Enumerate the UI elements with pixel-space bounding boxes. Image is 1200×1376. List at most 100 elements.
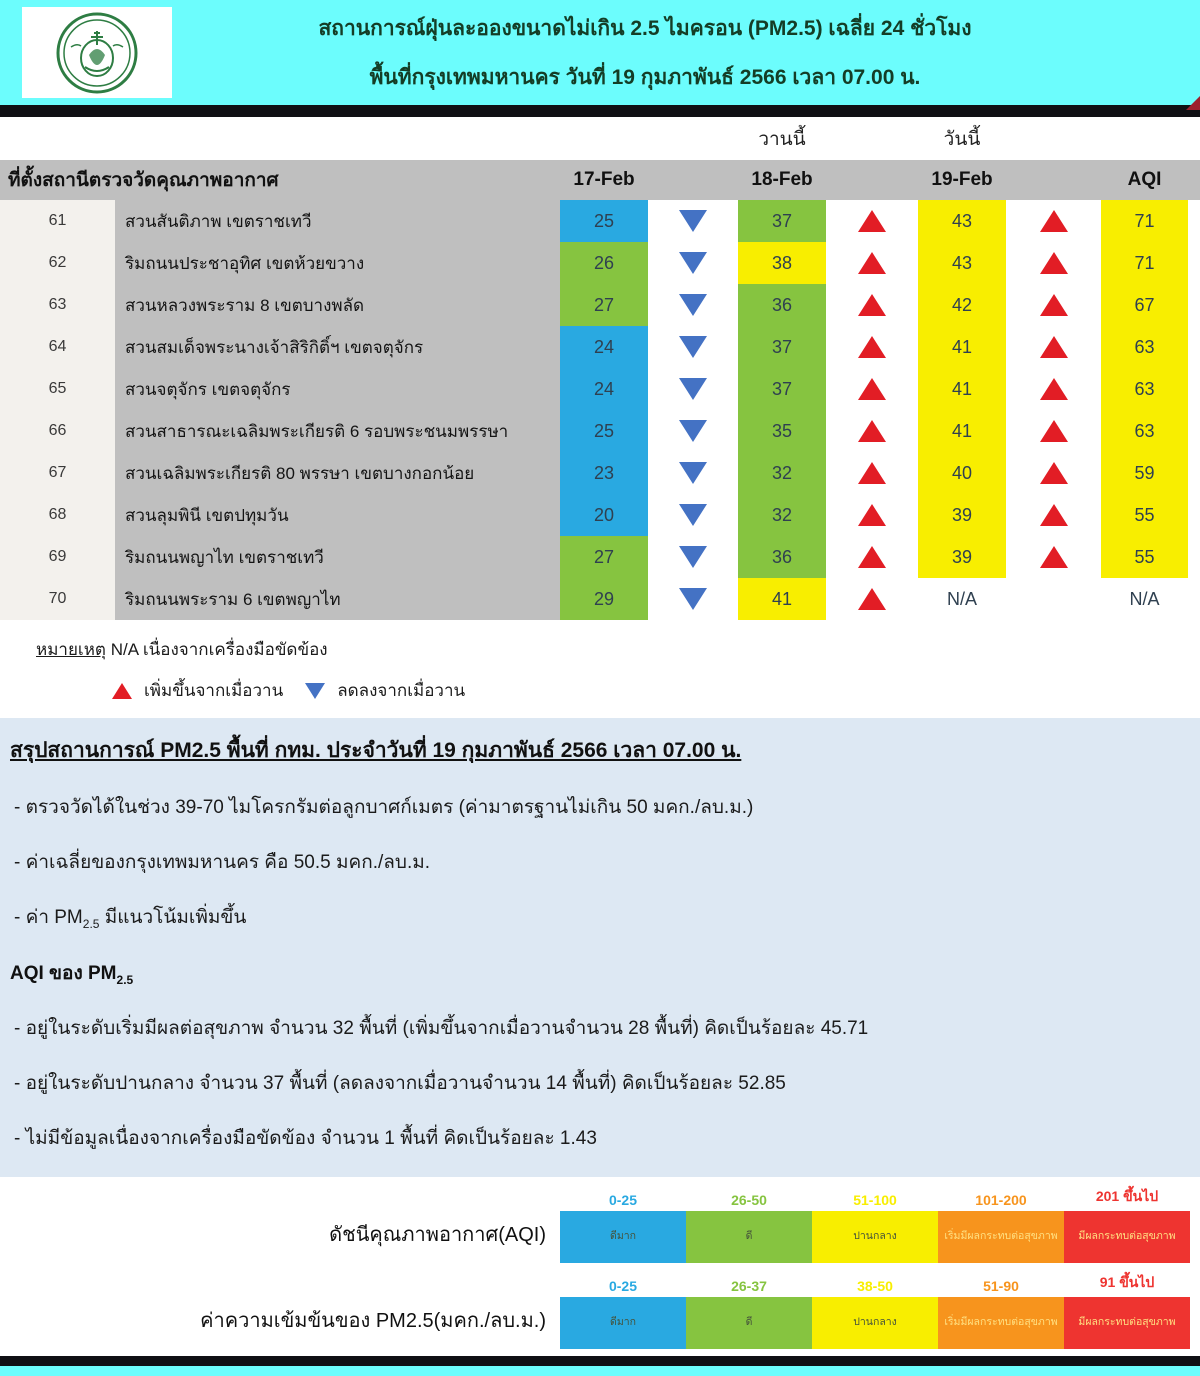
- down-arrow-icon: [305, 682, 326, 699]
- station-number: 65: [0, 368, 115, 410]
- report-title-line1: สถานการณ์ฝุ่นละอองขนาดไม่เกิน 2.5 ไมครอน…: [318, 16, 972, 40]
- day-label-yesterday: วานนี้: [758, 128, 806, 150]
- table-row: 69 ริมถนนพญาไท เขตราชเทวี 27 36 39 55: [0, 536, 1200, 578]
- down-arrow-icon: [679, 294, 707, 316]
- legend-level-cell: มีผลกระทบต่อสุขภาพ: [1064, 1297, 1190, 1349]
- value-cell: 63: [1101, 410, 1188, 452]
- table-row: 63 สวนหลวงพระราม 8 เขตบางพลัด 27 36 42 67: [0, 284, 1200, 326]
- up-arrow-icon: [1039, 462, 1068, 484]
- legend-range-label: 26-37: [731, 1278, 767, 1294]
- up-arrow-icon: [826, 326, 918, 368]
- station-name: สวนสาธารณะเฉลิมพระเกียรติ 6 รอบพระชนมพรร…: [115, 410, 560, 452]
- station-number: 61: [0, 200, 115, 242]
- up-arrow-icon: [826, 284, 918, 326]
- report-title-line2: พื้นที่กรุงเทพมหานคร วันที่ 19 กุมภาพันธ…: [369, 65, 921, 89]
- station-number: 66: [0, 410, 115, 452]
- value-cell: 25: [560, 410, 648, 452]
- value-cell: 39: [918, 494, 1006, 536]
- value-cell: 41: [738, 578, 826, 620]
- legend-range-label: 26-50: [731, 1192, 767, 1208]
- day-label-row: วานนี้ วันนี้: [0, 117, 1200, 160]
- value-cell: 41: [918, 326, 1006, 368]
- summary-bullet-3-suffix: มีแนวโน้มเพิ่มขึ้น: [99, 907, 247, 928]
- station-name: สวนสมเด็จพระนางเจ้าสิริกิติ์ฯ เขตจตุจักร: [115, 326, 560, 368]
- table-row: 62 ริมถนนประชาอุทิศ เขตห้วยขวาง 26 38 43 71: [0, 242, 1200, 284]
- station-name: ริมถนนพญาไท เขตราชเทวี: [115, 536, 560, 578]
- up-arrow-icon: [858, 546, 886, 568]
- value-cell: 32: [738, 494, 826, 536]
- down-arrow-icon: [648, 536, 738, 578]
- station-table-body: 61 สวนสันติภาพ เขตราชเทวี 25 37 43 71 62 ริมถนน…: [0, 200, 1200, 620]
- legend-level-cell: ดีมาก: [560, 1211, 686, 1263]
- value-cell: 27: [560, 536, 648, 578]
- up-arrow-icon: [1039, 420, 1068, 442]
- legend-range-label: 201 ขึ้นไป: [1095, 1188, 1159, 1204]
- legend-level-cell: เริ่มมีผลกระทบต่อสุขภาพ: [938, 1297, 1064, 1349]
- bottom-cyan-strip: [0, 1366, 1200, 1376]
- up-arrow-icon: [826, 200, 918, 242]
- value-cell: 32: [738, 452, 826, 494]
- station-number: 62: [0, 242, 115, 284]
- legend-range-label: 51-90: [983, 1278, 1019, 1294]
- down-arrow-icon: [648, 284, 738, 326]
- station-number: 64: [0, 326, 115, 368]
- down-arrow-icon: [648, 200, 738, 242]
- station-name: สวนหลวงพระราม 8 เขตบางพลัด: [115, 284, 560, 326]
- col-header-station: ที่ตั้งสถานีตรวจวัดคุณภาพอากาศ: [8, 170, 279, 191]
- day-label-today: วันนี้: [943, 128, 981, 150]
- down-arrow-icon: [648, 578, 738, 620]
- legend-row: ค่าความเข้มข้นของ PM2.5(มคก./ลบ.ม.) 0-25 2…: [0, 1273, 1200, 1349]
- up-arrow-icon: [1039, 336, 1068, 358]
- up-arrow-icon: [1039, 210, 1068, 232]
- legend-range-label: 91 ขึ้นไป: [1099, 1274, 1155, 1290]
- value-cell: 25: [560, 200, 648, 242]
- down-arrow-icon: [648, 368, 738, 410]
- up-arrow-icon: [1006, 494, 1101, 536]
- value-cell: 55: [1101, 536, 1188, 578]
- value-cell: 24: [560, 326, 648, 368]
- value-cell: 23: [560, 452, 648, 494]
- up-arrow-icon: [826, 410, 918, 452]
- down-arrow-icon: [679, 210, 707, 232]
- down-arrow-icon: [679, 504, 707, 526]
- value-cell: 36: [738, 536, 826, 578]
- legend-level-cell: เริ่มมีผลกระทบต่อสุขภาพ: [938, 1211, 1064, 1263]
- station-number: 63: [0, 284, 115, 326]
- up-arrow-icon: [1039, 252, 1068, 274]
- arrow-legend-up-label: เพิ่มขึ้นจากเมื่อวาน: [144, 681, 284, 700]
- value-cell: 37: [738, 200, 826, 242]
- legend-level-cell: ดี: [686, 1297, 812, 1349]
- down-arrow-icon: [648, 410, 738, 452]
- station-number: 67: [0, 452, 115, 494]
- value-cell: 43: [918, 242, 1006, 284]
- down-arrow-icon: [648, 494, 738, 536]
- up-arrow-icon: [858, 462, 886, 484]
- up-arrow-icon: [826, 494, 918, 536]
- color-scale-legends: ดัชนีคุณภาพอากาศ(AQI) 0-25 26-50 51-100 101-…: [0, 1177, 1200, 1349]
- legend-range-label: 0-25: [608, 1192, 638, 1208]
- logo-box: [22, 7, 172, 98]
- table-row: 65 สวนจตุจักร เขตจตุจักร 24 37 41 63: [0, 368, 1200, 410]
- summary-title: สรุปสถานการณ์ PM2.5 พื้นที่ กทม. ประจำวั…: [10, 739, 742, 762]
- up-arrow-icon: [858, 210, 886, 232]
- table-row: 66 สวนสาธารณะเฉลิมพระเกียรติ 6 รอบพระชนมพ…: [0, 410, 1200, 452]
- up-arrow-icon: [826, 242, 918, 284]
- up-arrow-icon: [826, 368, 918, 410]
- up-arrow-icon: [858, 420, 886, 442]
- divider-bar-bottom: [0, 1356, 1200, 1366]
- down-arrow-icon: [679, 378, 707, 400]
- value-cell: N/A: [1129, 588, 1160, 609]
- down-arrow-icon: [679, 252, 707, 274]
- summary-section: สรุปสถานการณ์ PM2.5 พื้นที่ กทม. ประจำวั…: [0, 718, 1200, 1177]
- col-header-19feb: 19-Feb: [931, 169, 993, 190]
- station-name: ริมถนนพระราม 6 เขตพญาไท: [115, 578, 560, 620]
- down-arrow-icon: [679, 588, 707, 610]
- report-titles: สถานการณ์ฝุ่นละอองขนาดไม่เกิน 2.5 ไมครอน…: [0, 0, 1200, 105]
- col-header-18feb: 18-Feb: [751, 169, 813, 190]
- legend-range-label: 38-50: [857, 1278, 893, 1294]
- legend-row: ดัชนีคุณภาพอากาศ(AQI) 0-25 26-50 51-100 101-…: [0, 1187, 1200, 1263]
- up-arrow-icon: [1006, 242, 1101, 284]
- table-row: 70 ริมถนนพระราม 6 เขตพญาไท 29 41 N/A N/A: [0, 578, 1200, 620]
- value-cell: 39: [918, 536, 1006, 578]
